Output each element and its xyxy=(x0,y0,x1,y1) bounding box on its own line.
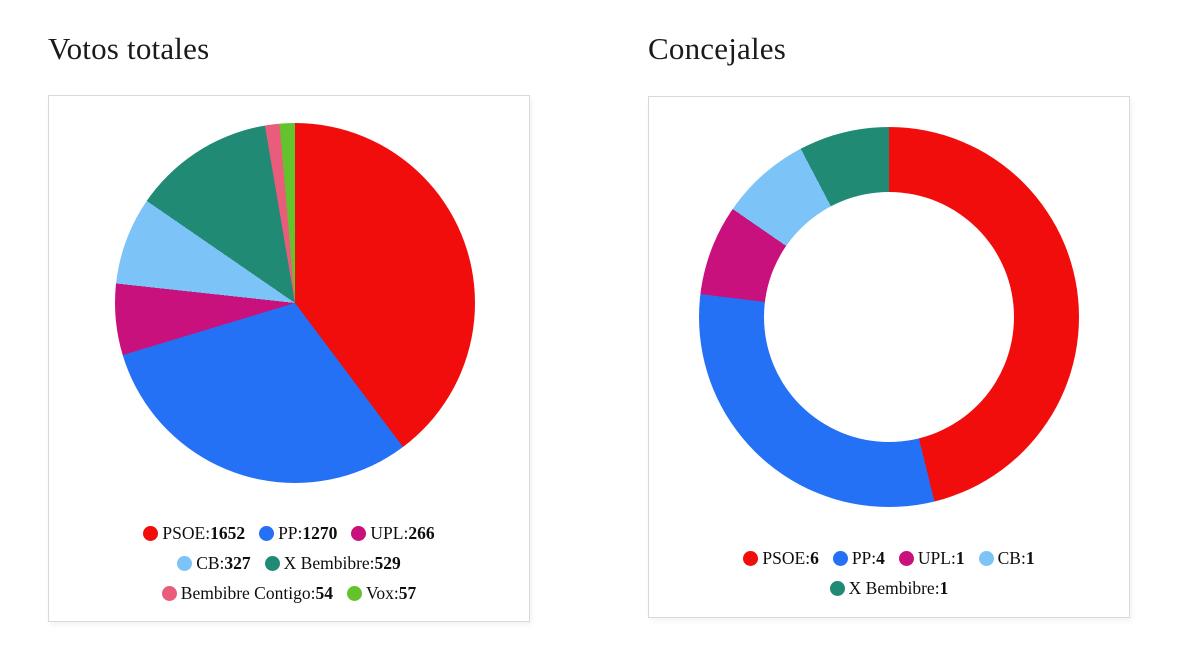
legend-label: PP: xyxy=(851,547,877,568)
legend-row: PSOE: 6 PP: 4 UPL: 1 CB: 1 xyxy=(736,543,1041,573)
legend-label: X Bembibre: xyxy=(283,552,375,573)
legend-item-psoe[interactable]: PSOE: 6 xyxy=(743,547,819,569)
legend-item-vox[interactable]: Vox: 57 xyxy=(346,582,417,604)
legend-color-dot-icon xyxy=(259,525,275,541)
legend-label: Bembibre Contigo: xyxy=(180,582,316,603)
legend-color-dot-icon xyxy=(978,550,994,566)
legend-color-dot-icon xyxy=(832,550,848,566)
legend-color-dot-icon xyxy=(264,555,280,571)
legend-row: PSOE: 1652 PP: 1270 UPL: 266 xyxy=(136,518,441,548)
legend-value: 1652 xyxy=(210,522,246,543)
donut-hole xyxy=(764,192,1014,442)
legend-value: 1 xyxy=(939,577,949,598)
legend-color-dot-icon xyxy=(898,550,914,566)
legend-item-pp[interactable]: PP: 4 xyxy=(832,547,885,569)
legend-item-x-bembibre[interactable]: X Bembibre: 1 xyxy=(829,577,949,599)
legend-item-pp[interactable]: PP: 1270 xyxy=(259,523,337,544)
legend-label: Vox: xyxy=(365,582,399,603)
legend-label: UPL: xyxy=(917,547,956,568)
legend-color-dot-icon xyxy=(829,580,845,596)
legend-value: 57 xyxy=(398,582,417,603)
legend-value: 4 xyxy=(876,547,885,568)
legend-label: PSOE: xyxy=(162,522,211,543)
legend-label: X Bembibre: xyxy=(848,577,940,598)
legend-label: PSOE: xyxy=(762,547,811,568)
legend-color-dot-icon xyxy=(351,525,367,541)
concejales-card: PSOE: 6 PP: 4 UPL: 1 CB: 1 X Bembibre: 1 xyxy=(648,96,1130,618)
legend-color-dot-icon xyxy=(143,525,159,541)
legend-row: Bembibre Contigo: 54 Vox: 57 xyxy=(155,578,423,608)
concejales-donut-chart[interactable] xyxy=(699,127,1079,507)
legend-item-upl[interactable]: UPL: 266 xyxy=(351,522,435,544)
legend-label: UPL: xyxy=(370,522,409,543)
votos-totales-title: Votos totales xyxy=(48,31,210,66)
legend-color-dot-icon xyxy=(743,550,759,566)
legend-item-x-bembibre[interactable]: X Bembibre: 529 xyxy=(264,552,401,574)
legend-row: X Bembibre: 1 xyxy=(823,573,956,603)
legend-item-bembibre-contigo[interactable]: Bembibre Contigo: 54 xyxy=(161,582,333,604)
concejales-title: Concejales xyxy=(648,31,787,66)
legend-value: 529 xyxy=(374,552,401,573)
legend-value: 1270 xyxy=(302,522,338,543)
legend-item-psoe[interactable]: PSOE: 1652 xyxy=(143,523,245,544)
legend-value: 54 xyxy=(315,582,333,603)
legend-item-upl[interactable]: UPL: 1 xyxy=(898,547,965,569)
legend-color-dot-icon xyxy=(177,555,193,571)
votos-totales-card: PSOE: 1652 PP: 1270 UPL: 266 CB: 327 X Bembibre:… xyxy=(48,95,530,622)
legend-value: 266 xyxy=(408,522,435,543)
legend-value: 327 xyxy=(224,552,251,573)
votos-totales-legend: PSOE: 1652 PP: 1270 UPL: 266 CB: 327 X Bembibre:… xyxy=(49,518,529,608)
legend-item-cb[interactable]: CB: 327 xyxy=(177,552,251,574)
legend-label: PP: xyxy=(278,522,303,543)
legend-value: 6 xyxy=(810,547,819,568)
legend-label: CB: xyxy=(196,552,225,573)
legend-row: CB: 327 X Bembibre: 529 xyxy=(170,548,408,578)
legend-value: 1 xyxy=(1025,547,1035,568)
legend-item-cb[interactable]: CB: 1 xyxy=(978,547,1035,569)
concejales-legend: PSOE: 6 PP: 4 UPL: 1 CB: 1 X Bembibre: 1 xyxy=(649,543,1129,603)
legend-color-dot-icon xyxy=(346,585,362,601)
votos-totales-pie-chart[interactable] xyxy=(115,123,475,483)
legend-value: 1 xyxy=(955,547,965,568)
legend-color-dot-icon xyxy=(161,585,177,601)
legend-label: CB: xyxy=(997,547,1026,568)
